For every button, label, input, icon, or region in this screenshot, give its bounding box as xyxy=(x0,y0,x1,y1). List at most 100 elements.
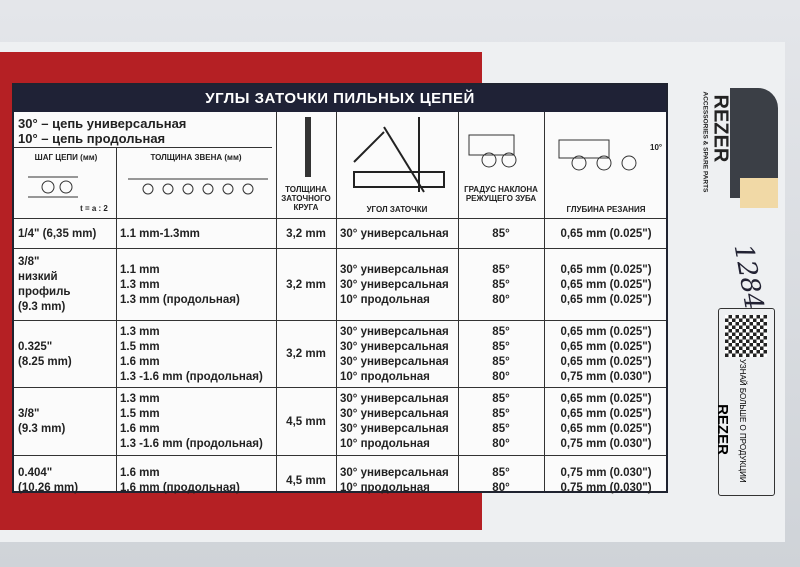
legend-universal: 30° – цепь универсальная xyxy=(18,116,187,131)
cell-line: 10° продольная xyxy=(340,293,430,306)
cell-line: 0,65 mm (0.025") xyxy=(560,278,652,291)
cell-file: 3,2 mm xyxy=(286,278,326,291)
file-icon xyxy=(305,117,311,177)
cell-tooth: 85° 85° 80° xyxy=(460,263,542,308)
cell-pitch: 1/4" (6,35 mm) xyxy=(18,227,97,240)
cell-line: 85° xyxy=(492,423,510,435)
cell-pitch: 0.325" (8.25 mm) xyxy=(18,340,72,368)
cell-file: 3,2 mm xyxy=(286,348,326,360)
cell-line: 85° xyxy=(492,355,510,368)
depth-angle: 10° xyxy=(650,143,663,152)
cell-line: 30° универсальная xyxy=(340,325,449,338)
cell-tooth: 85° xyxy=(460,227,542,242)
legend: 30° – цепь универсальная 10° – цепь прод… xyxy=(18,116,186,146)
cell-line: 30° универсальная xyxy=(340,340,449,353)
cell-line: 1.1 mm-1.3mm xyxy=(120,227,200,240)
cell-line: 1.3 -1.6 mm (продольная) xyxy=(120,438,263,450)
qr-code[interactable] xyxy=(725,315,767,357)
cell-line: 85° xyxy=(492,278,510,291)
cell-angle: 30° универсальная xyxy=(340,227,456,242)
cell-line: 0,65 mm (0.025") xyxy=(560,263,652,276)
cell-line: 0,65 mm (0.025") xyxy=(560,293,652,306)
cell-line: 0,75 mm (0.030") xyxy=(560,370,652,383)
chain-diagram-icon xyxy=(28,176,268,198)
cell-angle: 30° универсальная 30° универсальная 30° ун… xyxy=(340,392,456,452)
cell-gauge: 1.3 mm 1.5 mm 1.6 mm 1.3 -1.6 mm (продольна… xyxy=(120,325,275,385)
cell-pitch: 3/8" низкий профиль (9.3 mm) xyxy=(18,256,71,313)
cell-line: 10° продольная xyxy=(340,438,430,450)
cell-gauge: 1.1 mm-1.3mm xyxy=(120,227,275,242)
tooth-diagram-icon xyxy=(468,134,517,168)
cell-line: 1.3 mm (продольная) xyxy=(120,293,240,306)
header-angle: УГОЛ ЗАТОЧКИ xyxy=(366,205,428,214)
cell-line: 1.3 -1.6 mm (продольная) xyxy=(120,370,263,383)
angle-diagram-icon xyxy=(353,117,445,193)
cell-line: 30° универсальная xyxy=(340,423,449,435)
cell-line: 1.1 mm xyxy=(120,263,160,276)
cell-line: 1.6 mm xyxy=(120,355,160,368)
cell-depth: 0,65 mm (0.025") xyxy=(546,227,666,242)
table-title: УГЛЫ ЗАТОЧКИ ПИЛЬНЫХ ЦЕПЕЙ xyxy=(14,85,666,112)
cell-line: 30° универсальная xyxy=(340,408,449,420)
cell-file: 4,5 mm xyxy=(286,474,326,487)
cell-line: 30° универсальная xyxy=(340,467,449,479)
cell-tooth: 85° 85° 85° 80° xyxy=(460,325,542,385)
cell-line: 80° xyxy=(492,438,510,450)
cell-line: 85° xyxy=(492,393,510,405)
cell-depth: 0,65 mm (0.025") 0,65 mm (0.025") 0,65 mm … xyxy=(546,325,666,385)
cell-gauge: 1.3 mm 1.5 mm 1.6 mm 1.3 -1.6 mm (продольна… xyxy=(120,392,275,452)
header-gauge: ТОЛЩИНА ЗВЕНА (мм) xyxy=(150,153,242,162)
cell-line: 0,65 mm (0.025") xyxy=(560,325,652,338)
cell-line: 85° xyxy=(492,227,510,240)
cell-tooth: 85° 85° 85° 80° xyxy=(460,392,542,452)
cell-line: 0,65 mm (0.025") xyxy=(560,340,652,353)
cell-line: 10° продольная xyxy=(340,482,430,494)
cell-line: 30° универсальная xyxy=(340,227,449,240)
cell-angle: 30° универсальная 10° продольная xyxy=(340,466,456,496)
cell-line: 80° xyxy=(492,482,510,494)
cell-file: 3,2 mm xyxy=(286,227,326,240)
qr-code-box[interactable]: УЗНАЙ БОЛЬШЕ О ПРОДУКЦИИ REZER xyxy=(714,308,775,496)
cell-line: 1.3 mm xyxy=(120,278,160,291)
cell-line: 0,65 mm (0.025") xyxy=(560,393,652,405)
header-pitch: ШАГ ЦЕПИ (мм) xyxy=(34,153,98,162)
cell-line: 0,65 mm (0.025") xyxy=(560,227,652,240)
cell-gauge: 1.6 mm 1.6 mm (продольная) xyxy=(120,466,275,496)
cell-file: 4,5 mm xyxy=(286,415,326,428)
sharpening-table: УГЛЫ ЗАТОЧКИ ПИЛЬНЫХ ЦЕПЕЙ 30° – цепь ун… xyxy=(12,83,668,496)
cell-line: 1.5 mm xyxy=(120,340,160,353)
cell-pitch: 0.404" (10.26 mm) xyxy=(18,467,79,494)
cell-depth: 0,65 mm (0.025") 0,65 mm (0.025") 0,65 mm … xyxy=(546,263,666,308)
cell-line: 10° продольная xyxy=(340,370,430,383)
cell-line: 0,65 mm (0.025") xyxy=(560,355,652,368)
cell-line: 80° xyxy=(492,370,510,383)
cell-tooth: 85° 80° xyxy=(460,466,542,496)
cell-gauge: 1.1 mm 1.3 mm 1.3 mm (продольная) xyxy=(120,263,275,308)
cell-angle: 30° универсальная 30° универсальная 10° пр… xyxy=(340,263,456,308)
cell-line: 1.3 mm xyxy=(120,325,160,338)
legend-ripping: 10° – цепь продольная xyxy=(18,131,166,146)
cell-pitch: 3/8" (9.3 mm) xyxy=(18,408,66,435)
cell-line: 1.3 mm xyxy=(120,393,160,405)
cell-line: 0,65 mm (0.025") xyxy=(560,423,652,435)
cell-line: 1.6 mm xyxy=(120,423,160,435)
pitch-formula: t = a : 2 xyxy=(80,204,108,213)
cell-line: 0,75 mm (0.030") xyxy=(560,482,652,494)
cell-line: 30° универсальная xyxy=(340,263,449,276)
cell-line: 0,75 mm (0.030") xyxy=(560,438,652,450)
cell-line: 85° xyxy=(492,263,510,276)
header-tooth: ГРАДУС НАКЛОНА РЕЖУЩЕГО ЗУБА xyxy=(464,185,538,203)
cell-line: 30° универсальная xyxy=(340,355,449,368)
cell-line: 0,75 mm (0.030") xyxy=(560,467,652,479)
cell-line: 85° xyxy=(492,408,510,420)
cell-line: 30° универсальная xyxy=(340,393,449,405)
cell-depth: 0,75 mm (0.030") 0,75 mm (0.030") xyxy=(546,466,666,496)
cell-line: 85° xyxy=(492,467,510,479)
cell-line: 0,65 mm (0.025") xyxy=(560,408,652,420)
cell-angle: 30° универсальная 30° универсальная 30° ун… xyxy=(340,325,456,385)
cell-line: 85° xyxy=(492,340,510,353)
cell-line: 1.5 mm xyxy=(120,408,160,420)
cell-depth: 0,65 mm (0.025") 0,65 mm (0.025") 0,65 mm … xyxy=(546,392,666,452)
header-depth: ГЛУБИНА РЕЗАНИЯ xyxy=(566,205,646,214)
cell-line: 1.6 mm xyxy=(120,467,160,479)
